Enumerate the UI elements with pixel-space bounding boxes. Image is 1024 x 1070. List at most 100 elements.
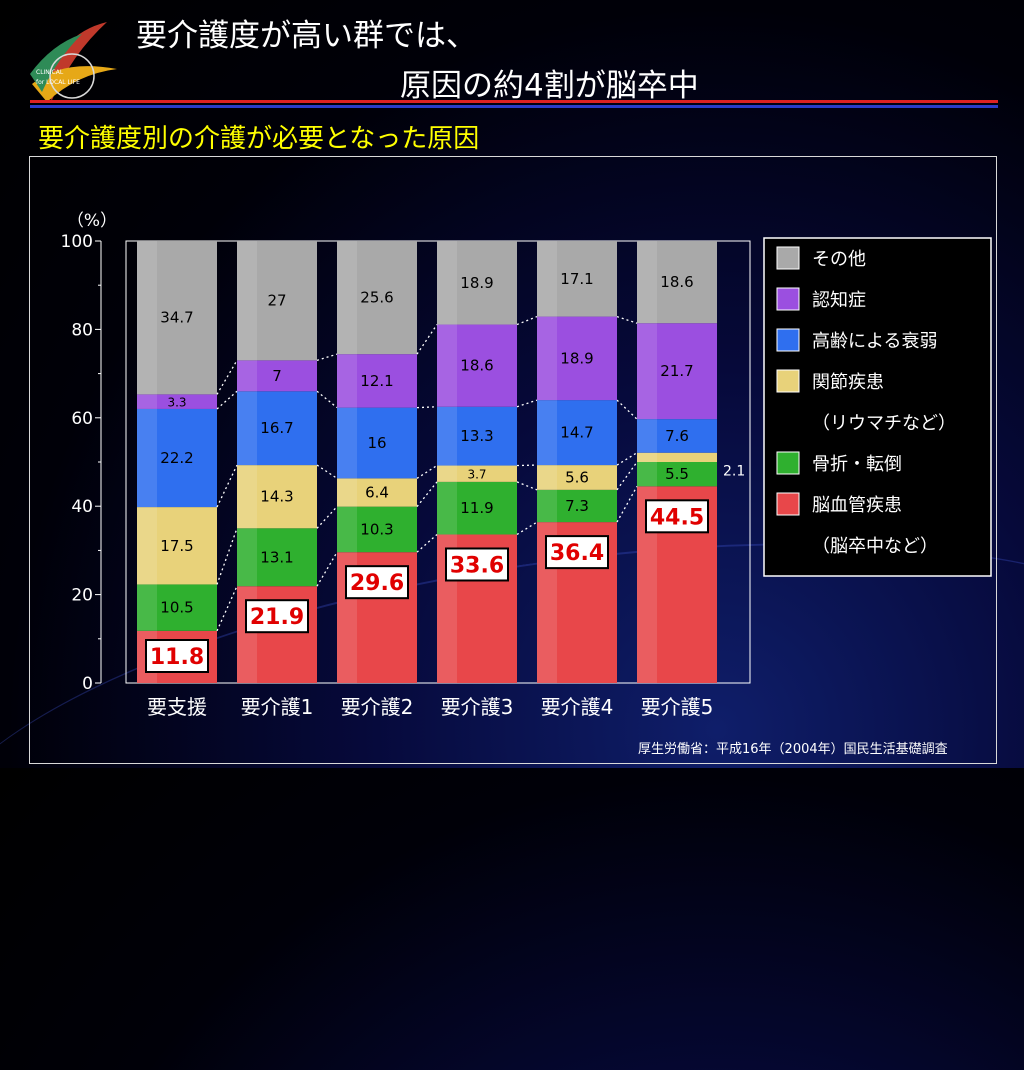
value-label: 11.8 xyxy=(150,645,204,670)
connector-line xyxy=(217,360,237,394)
connector-line xyxy=(517,400,537,407)
value-label: 10.3 xyxy=(360,520,393,538)
connector-line xyxy=(317,552,337,586)
connector-line xyxy=(417,534,437,552)
value-label: 29.6 xyxy=(350,571,404,596)
stacked-bar-chart: 020406080100（%）11.810.517.522.23.334.7要支… xyxy=(0,0,1024,768)
value-label: 27 xyxy=(267,292,286,310)
connector-line xyxy=(617,400,637,419)
value-label: 2.1 xyxy=(723,463,745,479)
legend-sublabel: （脳卒中など） xyxy=(812,536,938,557)
legend-swatch xyxy=(777,247,799,269)
value-label: 36.4 xyxy=(550,541,604,566)
y-tick-label: 100 xyxy=(61,232,93,252)
x-tick-label: 要介護1 xyxy=(241,695,314,719)
bar-highlight xyxy=(637,323,657,419)
connector-line xyxy=(617,317,637,324)
bar-highlight xyxy=(237,465,257,528)
value-label: 21.7 xyxy=(660,362,693,380)
value-label: 5.6 xyxy=(565,468,589,486)
value-label: 7.3 xyxy=(565,497,589,515)
y-tick-label: 80 xyxy=(71,320,93,340)
value-label: 13.1 xyxy=(260,548,293,566)
legend-label: 関節疾患 xyxy=(812,372,884,393)
y-unit-label: （%） xyxy=(67,211,117,231)
bar-highlight xyxy=(537,317,557,401)
x-tick-label: 要介護5 xyxy=(641,695,714,719)
bar-highlight xyxy=(137,394,157,409)
bar-highlight xyxy=(637,241,657,323)
value-label: 14.7 xyxy=(560,424,593,442)
legend-swatch xyxy=(777,288,799,310)
bar-highlight xyxy=(637,453,657,462)
connector-line xyxy=(617,453,637,465)
connector-line xyxy=(617,462,637,490)
value-label: 17.5 xyxy=(160,537,193,555)
value-label: 10.5 xyxy=(160,599,193,617)
legend-swatch xyxy=(777,493,799,515)
value-label: 7 xyxy=(272,367,282,385)
x-tick-label: 要介護3 xyxy=(441,695,514,719)
bar-highlight xyxy=(137,584,157,630)
connector-line xyxy=(417,482,437,507)
connector-line xyxy=(417,407,437,408)
connector-line xyxy=(517,482,537,490)
legend-label: 骨折・転倒 xyxy=(812,454,902,475)
y-tick-label: 40 xyxy=(71,497,93,517)
y-tick-label: 20 xyxy=(71,586,93,606)
legend-label: その他 xyxy=(812,249,866,270)
source-note: 厚生労働省：平成16年（2004年）国民生活基礎調査 xyxy=(638,738,948,757)
connector-line xyxy=(317,354,337,360)
connector-line xyxy=(417,325,437,355)
value-label: 3.3 xyxy=(167,396,186,410)
legend-swatch xyxy=(777,329,799,351)
bar-highlight xyxy=(437,466,457,482)
bar-highlight xyxy=(537,490,557,522)
value-label: 25.6 xyxy=(360,289,393,307)
connector-line xyxy=(317,391,337,407)
value-label: 6.4 xyxy=(365,483,389,501)
bar-highlight xyxy=(237,528,257,586)
legend-label: 高齢による衰弱 xyxy=(812,331,937,352)
value-label: 44.5 xyxy=(650,505,704,530)
value-label: 13.3 xyxy=(460,427,493,445)
legend-swatch xyxy=(777,452,799,474)
value-label: 18.9 xyxy=(460,274,493,292)
connector-line xyxy=(517,317,537,325)
bar-highlight xyxy=(237,391,257,465)
bar-highlight xyxy=(437,241,457,325)
connector-line xyxy=(417,466,437,479)
y-tick-label: 0 xyxy=(82,674,93,694)
connector-line xyxy=(217,465,237,507)
value-label: 18.9 xyxy=(560,349,593,367)
bar-highlight xyxy=(437,407,457,466)
x-tick-label: 要介護4 xyxy=(541,695,614,719)
legend-swatch xyxy=(777,370,799,392)
value-label: 22.2 xyxy=(160,449,193,467)
bar-highlight xyxy=(237,360,257,391)
bar-highlight xyxy=(137,507,157,584)
connector-line xyxy=(317,465,337,478)
value-label: 18.6 xyxy=(660,273,693,291)
legend-sublabel: （リウマチなど） xyxy=(812,413,956,434)
bar-highlight xyxy=(337,241,357,354)
connector-line xyxy=(517,522,537,534)
value-label: 12.1 xyxy=(360,372,393,390)
value-label: 21.9 xyxy=(250,605,304,630)
value-label: 18.6 xyxy=(460,357,493,375)
value-label: 16.7 xyxy=(260,419,293,437)
x-tick-label: 要支援 xyxy=(147,695,207,719)
bar-highlight xyxy=(537,241,557,317)
bar-highlight xyxy=(537,465,557,490)
connector-line xyxy=(317,507,337,529)
bar-highlight xyxy=(337,507,357,553)
bar-highlight xyxy=(537,400,557,465)
connector-line xyxy=(217,391,237,409)
value-label: 16 xyxy=(367,434,386,452)
connector-line xyxy=(617,486,637,522)
legend-label: 認知症 xyxy=(812,290,866,311)
connector-line xyxy=(217,586,237,631)
bar-highlight xyxy=(337,354,357,407)
connector-line xyxy=(217,528,237,584)
value-label: 17.1 xyxy=(560,270,593,288)
